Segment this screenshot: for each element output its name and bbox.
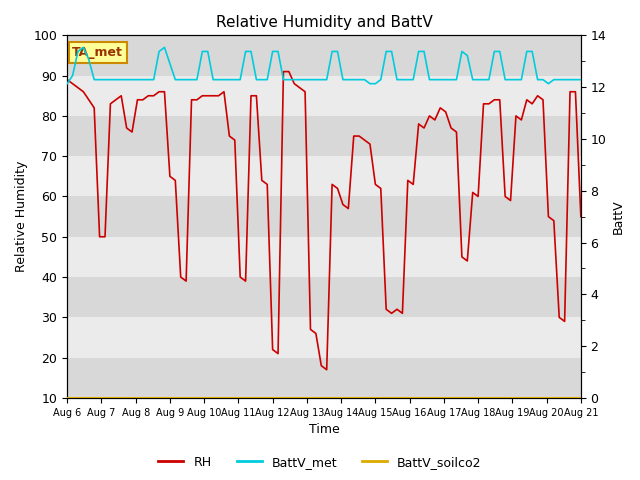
Y-axis label: BattV: BattV — [612, 199, 625, 234]
Bar — [67, 277, 581, 317]
Bar — [67, 36, 581, 76]
Bar — [67, 76, 581, 116]
Bar — [67, 116, 581, 156]
Y-axis label: Relative Humidity: Relative Humidity — [15, 161, 28, 272]
Legend: RH, BattV_met, BattV_soilco2: RH, BattV_met, BattV_soilco2 — [154, 451, 486, 474]
Text: TA_met: TA_met — [72, 46, 123, 59]
Bar — [67, 317, 581, 358]
Bar — [67, 237, 581, 277]
Bar — [67, 196, 581, 237]
X-axis label: Time: Time — [308, 423, 339, 436]
Bar — [67, 156, 581, 196]
Bar — [67, 358, 581, 398]
Title: Relative Humidity and BattV: Relative Humidity and BattV — [216, 15, 433, 30]
